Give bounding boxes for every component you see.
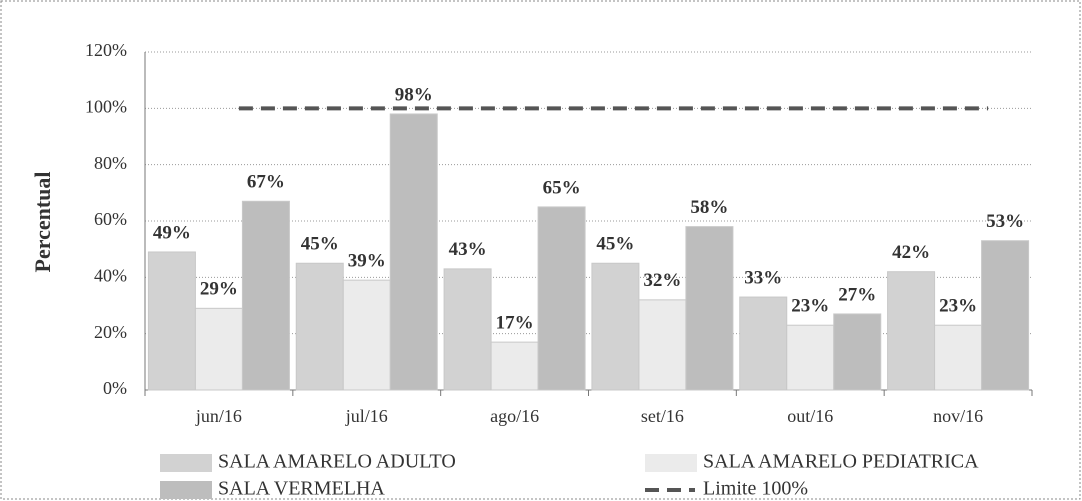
bar [739, 296, 788, 391]
value-label: 67% [247, 172, 285, 193]
value-label: 23% [939, 296, 977, 317]
legend-label: SALA AMARELO PEDIATRICA [703, 451, 979, 473]
bar [295, 262, 344, 391]
value-label: 29% [200, 279, 238, 300]
bar [342, 279, 391, 391]
value-label: 45% [301, 234, 339, 255]
value-label: 65% [543, 177, 581, 198]
x-tick-label: set/16 [641, 406, 684, 426]
bar [389, 113, 438, 391]
bar [887, 271, 936, 391]
value-label: 49% [153, 222, 191, 243]
bar [591, 262, 640, 391]
x-tick-label: jun/16 [195, 406, 242, 426]
value-label: 53% [986, 211, 1024, 232]
bar [443, 268, 492, 391]
y-tick-label: 80% [94, 153, 127, 173]
bar [786, 324, 835, 391]
y-axis-label: Percentual [30, 171, 55, 272]
value-label: 32% [643, 270, 681, 291]
value-label: 39% [348, 251, 386, 272]
legend-swatch [160, 454, 212, 472]
legend-swatch [645, 454, 697, 472]
bar [490, 341, 539, 391]
y-tick-label: 100% [85, 96, 127, 116]
value-label: 98% [395, 84, 433, 105]
bar [638, 299, 687, 391]
bar [537, 206, 586, 391]
legend-label: Limite 100% [703, 478, 808, 500]
bar [147, 251, 196, 391]
y-tick-label: 0% [103, 378, 127, 398]
value-label: 42% [892, 242, 930, 263]
x-tick-label: jul/16 [345, 406, 388, 426]
value-label: 23% [791, 296, 829, 317]
bar [685, 226, 734, 391]
bar [981, 240, 1030, 391]
bar [833, 313, 882, 391]
bar [241, 200, 290, 391]
bar [934, 324, 983, 391]
y-tick-label: 20% [94, 322, 127, 342]
legend-swatch [160, 481, 212, 499]
value-label: 58% [690, 197, 728, 218]
y-tick-label: 60% [94, 209, 127, 229]
y-tick-label: 120% [85, 40, 127, 60]
x-tick-label: nov/16 [933, 406, 983, 426]
legend-label: SALA VERMELHA [218, 478, 385, 500]
value-label: 33% [744, 267, 782, 288]
value-label: 27% [838, 284, 876, 305]
value-label: 17% [496, 312, 534, 333]
x-tick-label: out/16 [787, 406, 833, 426]
value-label: 45% [596, 234, 634, 255]
x-tick-label: ago/16 [490, 406, 539, 426]
bar [194, 307, 243, 391]
legend-label: SALA AMARELO ADULTO [218, 451, 456, 473]
value-label: 43% [449, 239, 487, 260]
y-tick-label: 40% [94, 265, 127, 285]
